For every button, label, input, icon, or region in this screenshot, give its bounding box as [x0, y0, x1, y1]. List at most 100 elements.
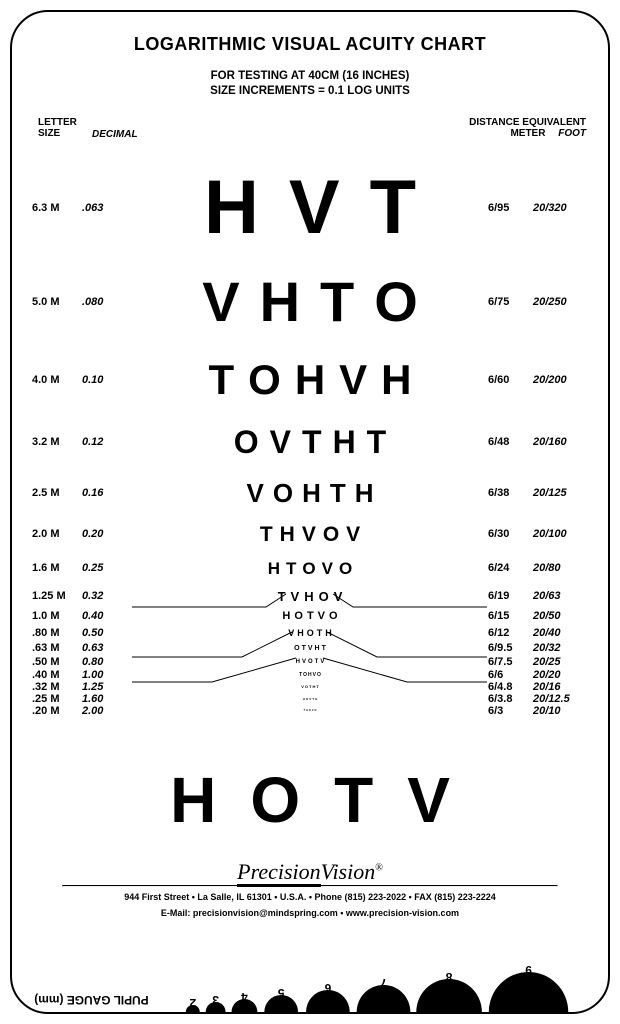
row-right-labels: 6/1920/63: [478, 590, 588, 602]
acuity-row: 1.0 M0.40HOTVO6/1520/50: [12, 611, 608, 622]
acuity-row: .40 M1.00TOHVO6/620/20: [12, 673, 608, 678]
foot-value: 20/12.5: [533, 693, 588, 705]
row-left-labels: 5.0 M.080: [32, 296, 137, 308]
row-right-labels: 6/7.520/25: [478, 656, 588, 668]
acuity-row: 5.0 M.080VHTO6/7520/250: [12, 274, 608, 330]
letter-size: .80 M: [32, 627, 82, 639]
decimal-value: .080: [82, 296, 127, 308]
row-right-labels: 6/4.820/16: [478, 681, 588, 693]
left-header-decimal: DECIMAL: [92, 129, 138, 140]
subtitle-line2: SIZE INCREMENTS = 0.1 LOG UNITS: [210, 85, 410, 97]
meter-value: 6/30: [488, 528, 533, 540]
row-left-labels: .50 M0.80: [32, 656, 137, 668]
foot-value: 20/100: [533, 528, 588, 540]
row-left-labels: .40 M1.00: [32, 669, 137, 681]
letter-size: .50 M: [32, 656, 82, 668]
foot-value: 20/16: [533, 681, 588, 693]
svg-text:PUPIL GAUGE (mm): PUPIL GAUGE (mm): [34, 993, 148, 1007]
decimal-value: 0.63: [82, 642, 127, 654]
row-letters: OVTHT: [228, 426, 391, 458]
letter-size: .40 M: [32, 669, 82, 681]
row-letters: HOVTH: [302, 698, 318, 701]
row-right-labels: 6/3820/125: [478, 487, 588, 499]
row-letters: TOHVO: [299, 673, 322, 678]
row-left-labels: .25 M1.60: [32, 693, 137, 705]
row-letters: VOHTH: [242, 480, 378, 506]
decimal-value: 1.60: [82, 693, 127, 705]
row-right-labels: 6/3.820/12.5: [478, 693, 588, 705]
foot-value: 20/80: [533, 562, 588, 574]
foot-value: 20/25: [533, 656, 588, 668]
meter-value: 6/3.8: [488, 693, 533, 705]
letter-size: 4.0 M: [32, 374, 82, 386]
row-letters: VHOTH: [287, 629, 334, 638]
foot-value: 20/50: [533, 610, 588, 622]
row-right-labels: 6/620/20: [478, 669, 588, 681]
letter-size: 1.0 M: [32, 610, 82, 622]
meter-value: 6/15: [488, 610, 533, 622]
svg-text:5: 5: [278, 986, 285, 1000]
acuity-row: 1.6 M0.25 HTOVO 6/2420/80: [12, 560, 608, 577]
row-left-labels: 2.5 M0.16: [32, 487, 137, 499]
row-left-labels: 6.3 M.063: [32, 202, 137, 214]
meter-value: 6/7.5: [488, 656, 533, 668]
row-left-labels: 1.6 M0.25: [32, 562, 137, 574]
foot-value: 20/250: [533, 296, 588, 308]
letter-size: 2.5 M: [32, 487, 82, 499]
row-right-labels: 6/2420/80: [478, 562, 588, 574]
foot-value: 20/10: [533, 705, 588, 717]
letter-size: 6.3 M: [32, 202, 82, 214]
meter-value: 6/19: [488, 590, 533, 602]
letter-size: 2.0 M: [32, 528, 82, 540]
acuity-row: .20 M2.00THOVO6/320/10: [12, 710, 608, 713]
decimal-value: 0.80: [82, 656, 127, 668]
meter-value: 6/60: [488, 374, 533, 386]
row-left-labels: .32 M1.25: [32, 681, 137, 693]
letter-size: 5.0 M: [32, 296, 82, 308]
foot-value: 20/20: [533, 669, 588, 681]
acuity-row: .80 M0.50VHOTH6/1220/40: [12, 629, 608, 638]
chart-card: LOGARITHMIC VISUAL ACUITY CHART FOR TEST…: [10, 10, 610, 1014]
row-letters: HVOTV: [295, 659, 326, 665]
letter-size: .32 M: [32, 681, 82, 693]
letter-size: .63 M: [32, 642, 82, 654]
decimal-value: .063: [82, 202, 127, 214]
meter-value: 6/48: [488, 436, 533, 448]
pupil-gauge: 98765432PUPIL GAUGE (mm): [12, 952, 608, 1012]
decimal-value: 0.16: [82, 487, 127, 499]
meter-value: 6/12: [488, 627, 533, 639]
chart-rows: 6.3 M.063HVT6/9520/3205.0 M.080VHTO6/752…: [12, 162, 608, 742]
address-line1: 944 First Street • La Salle, IL 61301 • …: [62, 891, 558, 904]
svg-text:9: 9: [525, 963, 532, 977]
row-left-labels: .63 M0.63: [32, 642, 137, 654]
foot-value: 20/125: [533, 487, 588, 499]
decimal-value: 0.50: [82, 627, 127, 639]
svg-text:2: 2: [189, 996, 196, 1010]
chart-subtitle: FOR TESTING AT 40CM (16 INCHES) SIZE INC…: [12, 69, 608, 99]
row-left-labels: 1.0 M0.40: [32, 610, 137, 622]
brand-block: PrecisionVision® 944 First Street • La S…: [62, 866, 558, 920]
acuity-row: .25 M1.60HOVTH6/3.820/12.5: [12, 698, 608, 701]
row-letters: HTOVO: [265, 560, 355, 577]
decimal-value: 0.10: [82, 374, 127, 386]
letter-size: 1.25 M: [32, 590, 82, 602]
acuity-row: 3.2 M0.12OVTHT6/4820/160: [12, 426, 608, 458]
meter-value: 6/4.8: [488, 681, 533, 693]
meter-value: 6/9.5: [488, 642, 533, 654]
row-right-labels: 6/9.520/32: [478, 642, 588, 654]
row-letters: THOVO: [303, 710, 317, 713]
row-left-labels: 2.0 M0.20: [32, 528, 137, 540]
bottom-demo-letters: HOTV: [12, 763, 608, 837]
row-letters: TOHVH: [201, 359, 418, 401]
row-letters: HVT: [189, 170, 431, 246]
brand-logo: PrecisionVision®: [229, 859, 391, 885]
svg-text:6: 6: [324, 981, 331, 995]
acuity-row: 2.0 M0.20THVOV6/3020/100: [12, 524, 608, 545]
acuity-row: .50 M0.80 HVOTV 6/7.520/25: [12, 659, 608, 665]
svg-text:8: 8: [445, 970, 452, 984]
subtitle-line1: FOR TESTING AT 40CM (16 INCHES): [211, 70, 410, 82]
foot-value: 20/32: [533, 642, 588, 654]
foot-value: 20/200: [533, 374, 588, 386]
acuity-row: 2.5 M0.16 VOHTH 6/3820/125: [12, 480, 608, 506]
row-right-labels: 6/4820/160: [478, 436, 588, 448]
